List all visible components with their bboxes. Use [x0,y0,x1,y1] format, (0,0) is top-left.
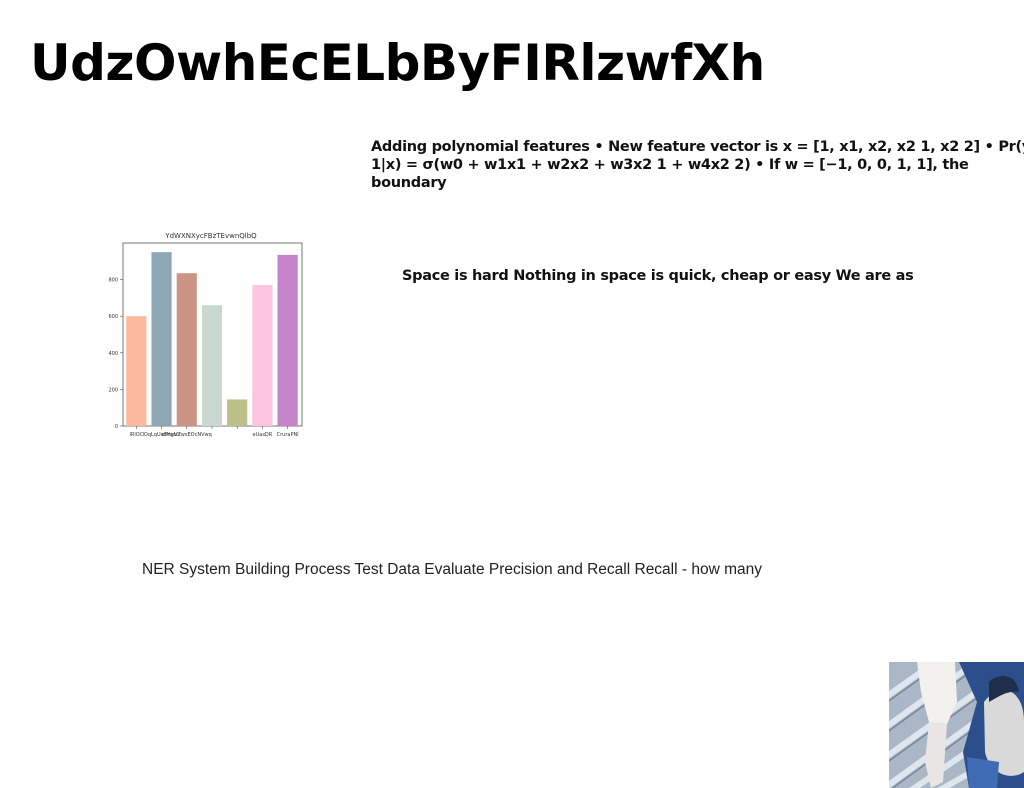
photo-image [889,662,1024,788]
photo-thumbnail [889,662,1024,788]
bar-0 [126,316,147,426]
y-axis: 0 200 400 600 800 [108,278,123,430]
bars-group [126,252,298,426]
x-tick-label-0: lRlOC [130,432,144,438]
y-tick-label-4: 800 [108,278,118,284]
y-tick-label-2: 400 [108,351,118,357]
bar-chart-svg: YdWXNXycFBzTEvwnQlbQ 0 200 400 600 800 lRlOC… [108,232,303,438]
y-tick-label-0: 0 [115,424,118,430]
bar-5 [252,285,273,426]
slide-title: UdzOwhEcELbByFIRlzwfXh [30,34,765,92]
polynomial-features-text: Adding polynomial features • New feature… [371,139,1024,191]
x-tick-label-5: eUasDR [253,432,273,438]
y-tick-label-1: 200 [108,387,118,393]
ner-process-text: NER System Building Process Test Data Ev… [142,561,762,578]
chart-title: YdWXNXycFBzTEvwnQlbQ [164,232,257,240]
x-tick-label-2: eFnaVZwsEOcNVwq [162,432,212,438]
bar-chart: YdWXNXycFBzTEvwnQlbQ 0 200 400 600 800 lRlOC… [103,228,313,443]
bar-4 [227,399,248,426]
bar-1 [151,252,172,426]
bar-2 [176,273,197,426]
bar-6 [277,254,298,426]
x-tick-label-6: CruraPNl [277,432,299,438]
space-quote-text: Space is hard Nothing in space is quick,… [402,268,914,284]
bar-3 [201,305,223,426]
y-tick-label-3: 600 [108,314,118,320]
x-tick-label-1: lOqLqUoSHgtcr [143,432,182,438]
